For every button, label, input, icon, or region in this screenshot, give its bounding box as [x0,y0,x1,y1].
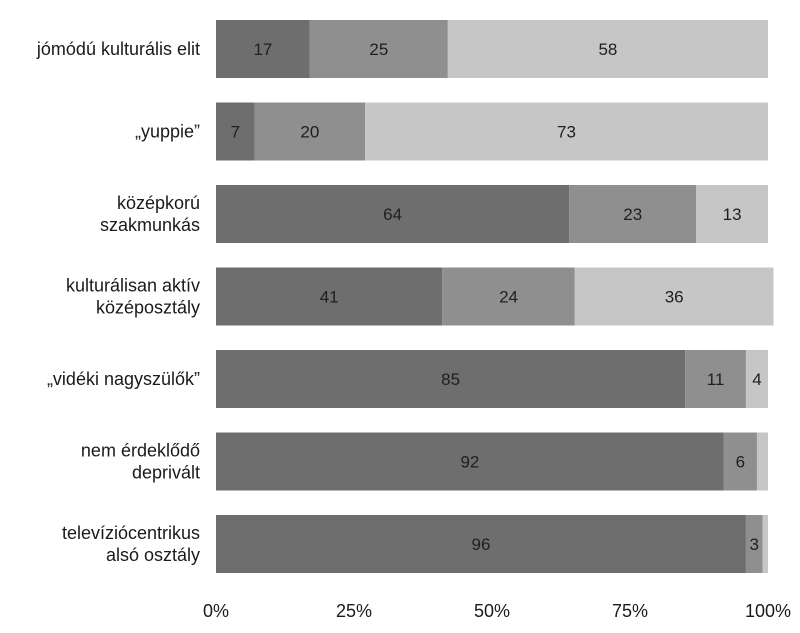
data-label: 58 [598,40,617,59]
bar-segment [216,20,310,78]
data-label: 24 [499,288,518,307]
category-label-line: középosztály [96,298,200,318]
x-tick-label: 100% [745,601,791,621]
bar-segment [762,515,768,573]
data-label: 4 [752,370,761,389]
bar-segment [723,432,757,491]
bar-segment [309,20,448,78]
bar-segment [442,267,575,326]
bar-segment [447,20,768,78]
bar-segment [569,185,697,243]
data-label: 85 [441,370,460,389]
bar-segment [745,350,768,408]
category-label-line: televíziócentrikus [62,523,200,543]
x-tick-label: 0% [203,601,229,621]
bar-segment [216,515,746,573]
data-label: 17 [253,40,272,59]
bar-segment [216,267,443,326]
category-label: jómódú kulturális elit [36,39,200,59]
bar-segment [254,102,366,161]
category-label: „yuppie” [135,122,200,142]
bar-segment [365,102,768,161]
data-label: 92 [460,453,479,472]
data-label: 13 [723,205,742,224]
x-tick-label: 25% [336,601,372,621]
data-label: 25 [369,40,388,59]
category-label-line: deprivált [132,463,200,483]
data-label: 7 [231,123,240,142]
category-label-line: nem érdeklődő [81,441,200,461]
data-label: 41 [320,288,339,307]
bar-segment [216,102,255,161]
bar-segment [745,515,763,573]
category-label-line: „yuppie” [135,122,200,142]
value-labels-layer: 17 25 58 7 20 73 64 23 13 41 24 36 85 11 4 92 6 96 3 [231,40,762,554]
data-label: 20 [300,123,319,142]
category-label-line: középkorú [117,193,200,213]
bar-segment [216,432,724,491]
bar-segment [685,350,746,408]
bar-segment [574,267,774,326]
x-tick-label: 75% [612,601,648,621]
bar-segment [756,432,768,491]
data-label: 36 [665,288,684,307]
data-label: 23 [623,205,642,224]
bar-segment [216,350,686,408]
category-label-line: szakmunkás [100,215,200,235]
bar-segment [216,185,570,243]
x-axis: 0% 25% 50% 75% 100% [203,601,791,621]
x-tick-label: 50% [474,601,510,621]
bar-segment [696,185,768,243]
category-labels-layer: jómódú kulturális elit „yuppie” középkorús… [36,39,200,565]
data-label: 96 [471,535,490,554]
category-label-line: kulturálisan aktív [66,276,200,296]
category-label-line: „vidéki nagyszülők” [47,369,200,389]
category-label-line: jómódú kulturális elit [36,39,200,59]
data-label: 6 [736,453,745,472]
category-label-line: alsó osztály [106,545,200,565]
data-label: 11 [707,370,725,389]
data-label: 64 [383,205,402,224]
data-label: 73 [557,123,576,142]
data-label: 3 [749,535,758,554]
category-label: „vidéki nagyszülők” [47,369,200,389]
bars-layer [216,20,774,573]
